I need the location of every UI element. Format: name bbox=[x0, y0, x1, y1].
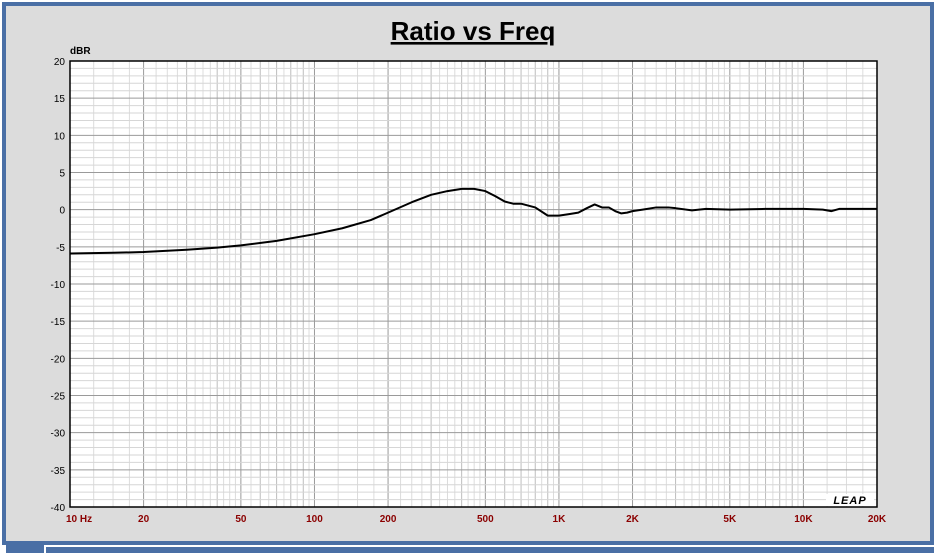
y-tick-label: -5 bbox=[56, 243, 65, 254]
y-tick-label: -10 bbox=[51, 280, 66, 291]
y-axis-label: dBR bbox=[70, 46, 91, 57]
bottom-bar bbox=[46, 547, 934, 553]
y-tick-label: -20 bbox=[51, 354, 66, 365]
y-tick-label: -40 bbox=[51, 503, 66, 514]
x-tick-label: 20K bbox=[868, 514, 887, 525]
x-tick-label: 10 Hz bbox=[66, 514, 92, 525]
x-tick-label: 500 bbox=[477, 514, 494, 525]
window-edge bbox=[934, 0, 946, 553]
bottom-tab bbox=[6, 545, 44, 553]
y-tick-label: 5 bbox=[59, 169, 65, 180]
leap-logo-text: LEAP bbox=[833, 495, 866, 507]
series-line bbox=[69, 187, 877, 255]
x-tick-label: 1K bbox=[553, 514, 567, 525]
x-tick-label: 100 bbox=[306, 514, 323, 525]
y-tick-label: -25 bbox=[51, 392, 66, 403]
x-tick-label: 5K bbox=[723, 514, 737, 525]
y-tick-label: 10 bbox=[54, 131, 66, 142]
y-tick-label: 15 bbox=[54, 94, 66, 105]
x-tick-label: 50 bbox=[235, 514, 247, 525]
leap-logo: LEAP bbox=[826, 494, 874, 507]
x-tick-label: 20 bbox=[138, 514, 150, 525]
y-tick-label: -30 bbox=[51, 429, 66, 440]
x-tick-label: 200 bbox=[380, 514, 397, 525]
y-tick-label: -15 bbox=[51, 317, 66, 328]
y-tick-label: 0 bbox=[59, 206, 65, 217]
x-tick-label: 10K bbox=[794, 514, 813, 525]
plot-frame bbox=[69, 60, 878, 508]
y-tick-label: -35 bbox=[51, 466, 66, 477]
x-tick-label: 2K bbox=[626, 514, 640, 525]
chart-title: Ratio vs Freq bbox=[391, 16, 556, 46]
y-tick-label: 20 bbox=[54, 57, 66, 68]
